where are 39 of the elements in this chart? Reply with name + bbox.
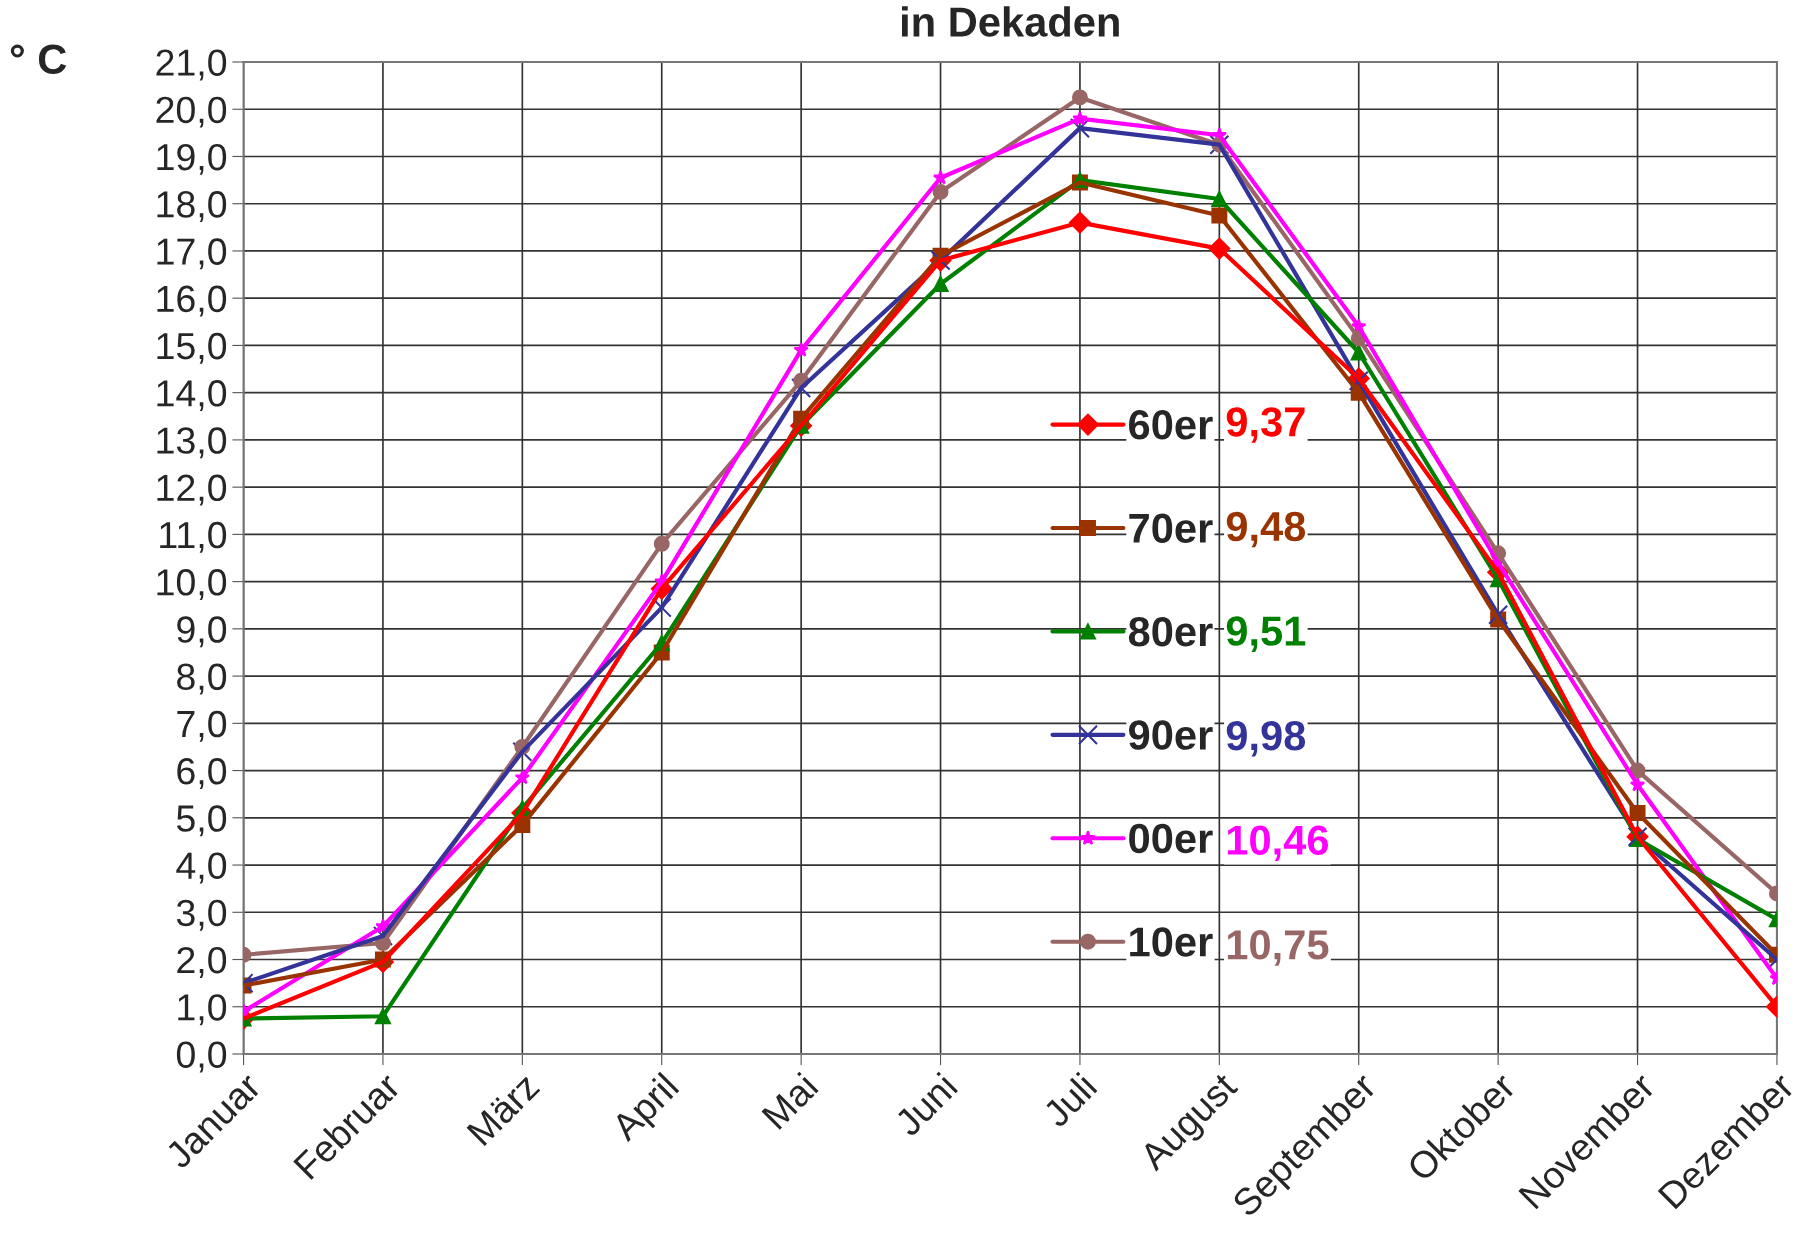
annotation: 9,51 bbox=[1226, 616, 1306, 652]
y-tick-label: 5,0 bbox=[176, 805, 227, 837]
y-tick-label: 17,0 bbox=[157, 238, 227, 270]
annotation: 9,48 bbox=[1226, 511, 1306, 548]
x-tick-label: Mai bbox=[760, 1071, 819, 1130]
y-tick-label: 13,0 bbox=[157, 427, 227, 459]
y-tick-label: 19,0 bbox=[157, 143, 227, 175]
annotation: 10,46 bbox=[1227, 825, 1329, 862]
y-tick-label: 15,0 bbox=[157, 332, 227, 364]
y-tick-label: 9,0 bbox=[177, 616, 227, 648]
y-tick-label: 10,0 bbox=[157, 569, 227, 601]
legend-label: 70er bbox=[1129, 513, 1213, 544]
x-tick-label: Juni bbox=[892, 1071, 959, 1138]
y-tick-label: 18,0 bbox=[157, 191, 227, 223]
legend-label: 90er bbox=[1128, 720, 1213, 750]
legend-label: 00er bbox=[1129, 823, 1213, 854]
y-tick-label: 11,0 bbox=[160, 521, 227, 553]
annotation: 9,98 bbox=[1226, 720, 1306, 757]
y-tick-label: 3,0 bbox=[176, 899, 227, 931]
legend-label: 80er bbox=[1128, 616, 1213, 647]
annotation: 10,75 bbox=[1227, 930, 1329, 966]
y-tick-label: 6,0 bbox=[177, 757, 227, 789]
legend-label: 60er bbox=[1129, 410, 1213, 440]
y-tick-label: 0,0 bbox=[176, 1041, 227, 1073]
y-tick-label: 21,0 bbox=[156, 49, 227, 81]
y-tick-label: 12,0 bbox=[157, 474, 227, 506]
y-tick-label: 4,0 bbox=[176, 852, 227, 884]
x-tick-label: Juli bbox=[1040, 1071, 1098, 1129]
y-tick-label: 2,0 bbox=[177, 946, 227, 978]
y-tick-label: 7,0 bbox=[177, 710, 227, 742]
y-axis-title: ° C bbox=[10, 44, 67, 75]
legend-label: 10er bbox=[1130, 927, 1213, 957]
y-tick-label: 1,0 bbox=[178, 994, 227, 1026]
y-tick-label: 14,0 bbox=[157, 380, 227, 412]
chart-title: in Dekaden bbox=[902, 6, 1119, 37]
y-tick-label: 20,0 bbox=[156, 96, 227, 128]
y-tick-label: 8,0 bbox=[177, 663, 227, 695]
annotation: 9,37 bbox=[1226, 407, 1305, 443]
y-tick-label: 16,0 bbox=[157, 285, 227, 317]
